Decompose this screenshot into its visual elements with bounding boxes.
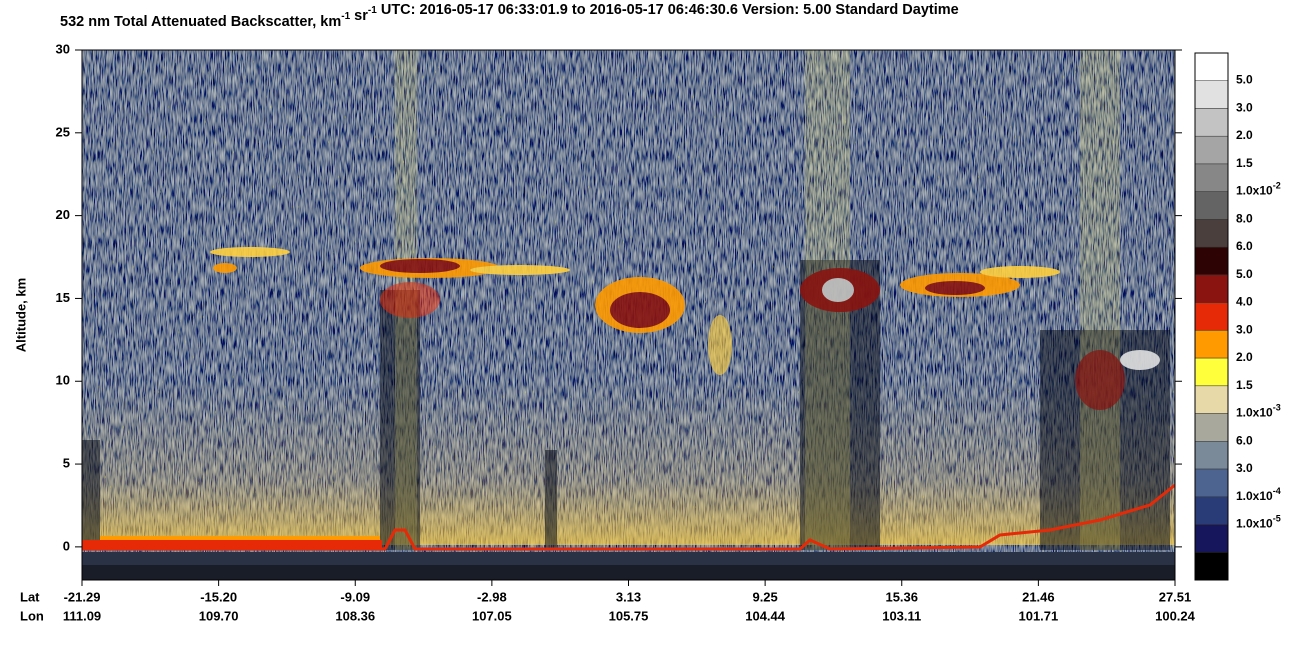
colorbar-label: 4.0	[1236, 295, 1253, 309]
colorbar-swatch	[1194, 246, 1229, 276]
colorbar-swatch	[1194, 330, 1229, 359]
lon-label: 100.24	[1155, 608, 1196, 623]
lat-label: -21.29	[64, 589, 101, 604]
lon-label: 108.36	[335, 608, 375, 623]
lat-label: 15.36	[885, 589, 918, 604]
lon-label: 111.09	[63, 608, 101, 623]
lon-row-label: Lon	[20, 608, 44, 623]
colorbar-swatch	[1194, 274, 1229, 303]
colorbar-swatch	[1194, 524, 1229, 553]
title-text: 532 nm Total Attenuated Backscatter, km	[60, 14, 341, 30]
colorbar-swatch	[1194, 496, 1229, 525]
colorbar-swatch	[1194, 163, 1229, 192]
colorbar-label-text: 4.0	[1236, 295, 1253, 309]
lat-label: -9.09	[340, 589, 370, 604]
colorbar-label-text: 2.0	[1236, 350, 1253, 364]
colorbar-label-text: 1.5	[1236, 378, 1253, 392]
title-sup: -1	[368, 5, 377, 16]
lat-label: -15.20	[200, 589, 237, 604]
colorbar-label: 1.0x10-2	[1236, 181, 1281, 198]
colorbar-swatch	[1194, 219, 1229, 248]
colorbar-label-text: 1.0x10	[1236, 517, 1273, 531]
colorbar-label-text: 1.5	[1236, 156, 1253, 170]
colorbar-swatch	[1194, 552, 1229, 581]
colorbar-label-sup: -3	[1273, 403, 1281, 413]
colorbar-swatch	[1194, 52, 1229, 81]
curtain-image	[82, 50, 1175, 580]
y-axis-label: Altitude, km	[13, 278, 28, 352]
colorbar-label: 5.0	[1236, 73, 1253, 87]
colorbar-swatch	[1194, 441, 1229, 470]
y-tick-label: 20	[56, 207, 70, 222]
colorbar-label-sup: -5	[1273, 514, 1281, 524]
colorbar-label-sup: -2	[1273, 181, 1281, 191]
colorbar-label: 5.0	[1236, 267, 1253, 281]
colorbar-label-text: 1.0x10	[1236, 406, 1273, 420]
colorbar-swatch	[1194, 191, 1229, 220]
colorbar-label-sup: -4	[1273, 486, 1281, 496]
colorbar-label: 3.0	[1236, 323, 1253, 337]
y-tick-label: 5	[63, 456, 70, 471]
title-sup: -1	[341, 11, 350, 22]
colorbar-label-text: 6.0	[1236, 239, 1253, 253]
lon-label: 105.75	[609, 608, 649, 623]
colorbar-frame	[1194, 52, 1229, 581]
colorbar-label: 3.0	[1236, 461, 1253, 475]
colorbar-swatch	[1194, 302, 1229, 331]
colorbar-swatch	[1194, 80, 1229, 109]
colorbar-swatch	[1194, 135, 1229, 165]
lon-label: 109.70	[199, 608, 239, 623]
colorbar-label: 6.0	[1236, 433, 1253, 447]
lat-label: -2.98	[477, 589, 507, 604]
colorbar-label-text: 8.0	[1236, 212, 1253, 226]
lon-label: 103.11	[882, 608, 921, 623]
chart-title: 532 nm Total Attenuated Backscatter, km-…	[60, 2, 959, 30]
lon-label: 101.71	[1018, 608, 1058, 623]
lat-label: 21.46	[1022, 589, 1055, 604]
colorbar-label-text: 1.0x10	[1236, 184, 1273, 198]
y-tick-label: 30	[56, 41, 70, 56]
y-tick-label: 10	[56, 373, 70, 388]
colorbar-label: 2.0	[1236, 350, 1253, 364]
colorbar-label: 1.0x10-4	[1236, 486, 1281, 503]
colorbar-label: 1.5	[1236, 378, 1253, 392]
colorbar-label-text: 5.0	[1236, 73, 1253, 87]
y-tick-label: 15	[56, 290, 70, 305]
lat-label: 3.13	[616, 589, 641, 604]
colorbar-label: 1.0x10-5	[1236, 514, 1281, 531]
colorbar-label-text: 3.0	[1236, 323, 1253, 337]
lat-label: 9.25	[752, 589, 777, 604]
colorbar-label: 1.0x10-3	[1236, 403, 1281, 420]
title-text: sr	[350, 8, 368, 24]
title-text: UTC: 2016-05-17 06:33:01.9 to 2016-05-17…	[377, 2, 959, 18]
lat-label: 27.51	[1159, 589, 1192, 604]
y-tick-label: 25	[56, 124, 70, 139]
colorbar-label-text: 2.0	[1236, 128, 1253, 142]
y-tick-label: 0	[63, 538, 70, 553]
colorbar-swatch	[1194, 468, 1229, 498]
colorbar-label-text: 6.0	[1236, 433, 1253, 447]
lon-label: 107.05	[472, 608, 512, 623]
colorbar-label-text: 3.0	[1236, 101, 1253, 115]
colorbar-label: 1.5	[1236, 156, 1253, 170]
colorbar-label-text: 3.0	[1236, 461, 1253, 475]
colorbar-label: 3.0	[1236, 101, 1253, 115]
colorbar-swatch	[1194, 413, 1229, 442]
colorbar-label: 8.0	[1236, 212, 1253, 226]
colorbar-label: 2.0	[1236, 128, 1253, 142]
colorbar-label: 6.0	[1236, 239, 1253, 253]
colorbar-swatch	[1194, 357, 1229, 387]
colorbar-swatch	[1194, 108, 1229, 137]
colorbar-label-text: 1.0x10	[1236, 489, 1273, 503]
lon-label: 104.44	[745, 608, 786, 623]
colorbar-swatch	[1194, 385, 1229, 414]
lat-row-label: Lat	[20, 589, 40, 604]
colorbar-label-text: 5.0	[1236, 267, 1253, 281]
